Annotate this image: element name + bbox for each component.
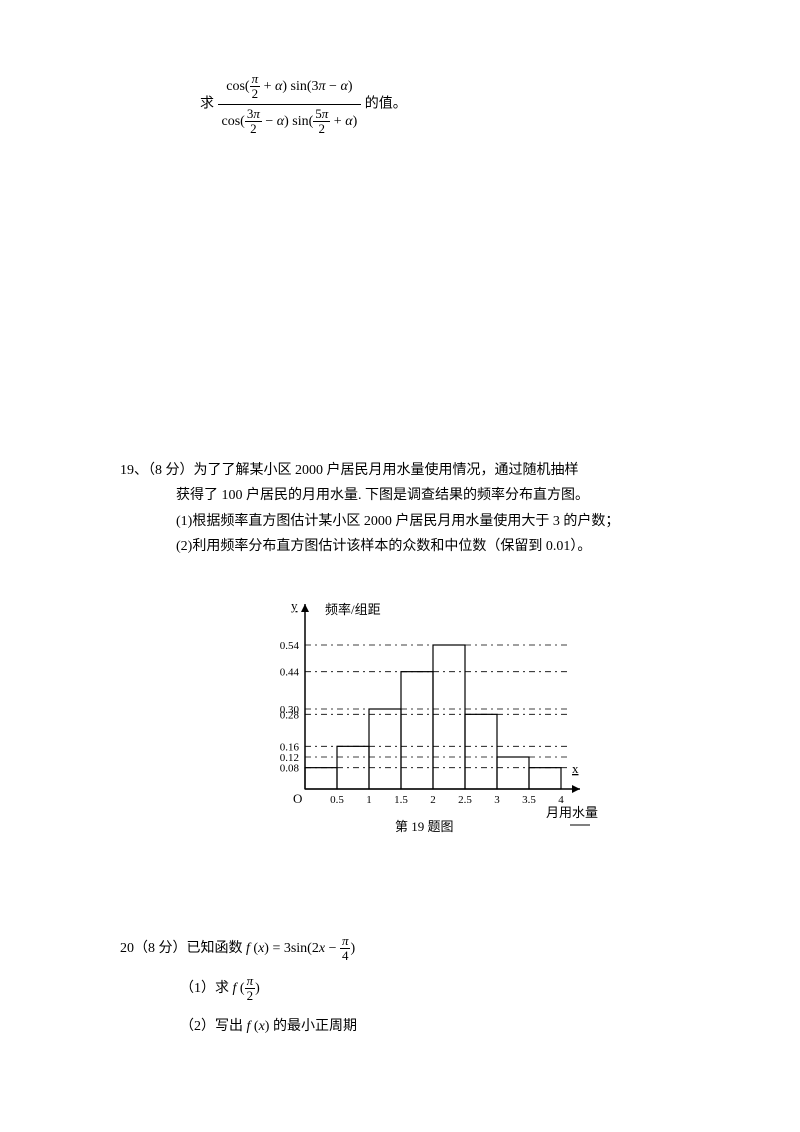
svg-text:0.08: 0.08 (280, 763, 300, 775)
svg-text:3: 3 (494, 794, 500, 806)
q19-sub2: (2)利用频率分布直方图估计该样本的众数和中位数（保留到 0.01）。 (120, 534, 700, 559)
histogram-svg: y频率/组距x月用水量O0.080.120.160.280.300.440.54… (240, 589, 600, 849)
svg-text:3.5: 3.5 (522, 794, 536, 806)
svg-text:O: O (293, 791, 302, 806)
q20-function: f (x) = 3sin(2x − π4) (246, 941, 355, 956)
svg-text:0.30: 0.30 (280, 704, 300, 716)
q19-line1: 19、（8 分）为了了解某小区 2000 户居民月用水量使用情况，通过随机抽样 (120, 458, 700, 483)
q19-number: 19、 (120, 463, 148, 478)
svg-text:1.5: 1.5 (394, 794, 408, 806)
question-19: 19、（8 分）为了了解某小区 2000 户居民月用水量使用情况，通过随机抽样 … (120, 458, 700, 854)
svg-text:4: 4 (558, 794, 564, 806)
q19-sub1: (1)根据频率直方图估计某小区 2000 户居民月用水量使用大于 3 的户数； (120, 509, 700, 534)
svg-text:0.44: 0.44 (280, 667, 300, 679)
svg-text:第 19 题图: 第 19 题图 (395, 819, 454, 834)
q19-line2: 获得了 100 户居民的月用水量. 下图是调查结果的频率分布直方图。 (120, 483, 700, 508)
svg-text:y: y (291, 598, 298, 613)
svg-text:2.5: 2.5 (458, 794, 472, 806)
svg-text:2: 2 (430, 794, 436, 806)
svg-text:x: x (572, 761, 579, 776)
q20-stem: 20（8 分）已知函数 f (x) = 3sin(2x − π4) (120, 934, 700, 964)
q19-histogram: y频率/组距x月用水量O0.080.120.160.280.300.440.54… (240, 589, 700, 854)
q18-fraction: cos(π2 + α) sin(3π − α) cos(3π2 − α) sin… (218, 70, 362, 138)
q19-points: （8 分） (148, 463, 194, 478)
q18-expression: 求 cos(π2 + α) sin(3π − α) cos(3π2 − α) s… (200, 70, 700, 138)
svg-text:0.12: 0.12 (280, 752, 299, 764)
svg-text:1: 1 (366, 794, 372, 806)
svg-text:月用水量: 月用水量 (546, 805, 598, 820)
q20-sub1: （1）求 f (π2) (120, 974, 700, 1004)
q18-prefix: 求 (200, 96, 214, 111)
q18-suffix: 的值。 (365, 96, 407, 111)
svg-text:0.5: 0.5 (330, 794, 344, 806)
svg-text:频率/组距: 频率/组距 (325, 602, 381, 617)
question-20: 20（8 分）已知函数 f (x) = 3sin(2x − π4) （1）求 f… (120, 934, 700, 1041)
svg-text:0.54: 0.54 (280, 640, 300, 652)
q20-sub2: （2）写出 f (x) 的最小正周期 (120, 1013, 700, 1041)
svg-text:0.16: 0.16 (280, 741, 300, 753)
